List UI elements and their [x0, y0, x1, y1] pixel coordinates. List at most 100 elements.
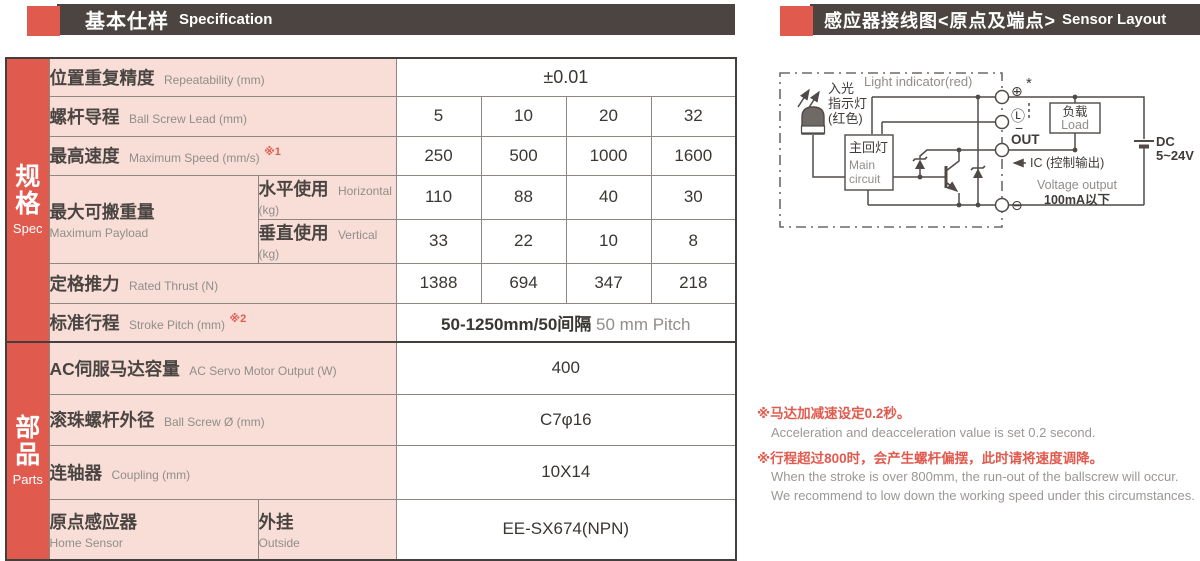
specification-header: 基本仕样 Specification: [27, 4, 735, 37]
stroke-value-en: 50 mm Pitch: [596, 314, 691, 334]
section-label-zh: 规格: [15, 163, 41, 218]
row-label-outside: 外挂 Outside: [257, 498, 397, 561]
accent-square-icon: [27, 6, 60, 36]
label-zh: 标准行程: [49, 312, 120, 333]
label-en: Vertical (kg): [258, 227, 378, 261]
value-thrust-4: 218: [650, 262, 737, 304]
section-label-zh: 部品: [15, 414, 41, 469]
internal-wires: [812, 96, 995, 206]
value-lead-3: 20: [565, 95, 652, 137]
specification-table: 规格 Spec 位置重复精度 Repeatability (mm) ±0.01 …: [5, 57, 738, 561]
value-horizontal-3: 40: [565, 174, 652, 220]
table-row: 滚珠螺杆外径 Ball Screw Ø (mm) C7φ16: [6, 393, 737, 446]
note-2-en-1: When the stroke is over 800mm, the run-o…: [771, 469, 1179, 485]
asterisk: *: [1026, 75, 1032, 92]
minus-symbol: −: [1015, 120, 1023, 136]
row-label-vertical: 垂直使用 Vertical (kg): [257, 218, 397, 264]
main-circuit-zh: 主回灯: [849, 140, 888, 155]
sensor-layout-title-en: Sensor Layout: [1062, 11, 1167, 28]
note-1-zh: ※马达加减速设定0.2秒。: [757, 406, 911, 421]
terminal-minus: [994, 197, 1010, 213]
terminal-out: [994, 142, 1010, 158]
table-row: 最高速度 Maximum Speed (mm/s) ※1 250 500 100…: [6, 135, 737, 176]
label-en: Coupling (mm): [111, 467, 191, 482]
label-zh: 垂直使用: [258, 222, 329, 243]
value-lead-2: 10: [480, 95, 567, 137]
external-wires: [1009, 96, 1145, 206]
terminal-plus: [994, 89, 1010, 105]
value-home-sensor: EE-SX674(NPN): [395, 498, 737, 561]
row-label-ball-screw-lead: 螺杆导程 Ball Screw Lead (mm): [48, 95, 397, 137]
value-horizontal-1: 110: [395, 174, 482, 220]
table-row: 垂直使用 Vertical (kg) 33 22 10 8: [6, 218, 737, 264]
value-horizontal-2: 88: [480, 174, 567, 220]
load-zh: 负载: [1062, 105, 1088, 119]
label-en: Rated Thrust (N): [128, 278, 219, 293]
label-en: Horizontal (kg): [258, 183, 392, 217]
note-ref-1: ※1: [264, 146, 281, 158]
row-label-motor-output: AC伺服马达容量 AC Servo Motor Output (W): [48, 341, 397, 395]
note-1-en: Acceleration and deacceleration value is…: [771, 424, 1096, 440]
section-label-spec: 规格 Spec: [5, 57, 50, 343]
accent-square-icon: [780, 6, 813, 36]
voltage-output-label: Voltage output: [1037, 178, 1117, 192]
dc-label: DC: [1156, 134, 1175, 149]
label-zh: 最大可搬重量: [49, 201, 155, 222]
plus-symbol: ⊕: [1011, 83, 1023, 99]
label-zh: 定格推力: [49, 273, 120, 294]
battery-icon: [1134, 140, 1154, 149]
table-row: 规格 Spec 位置重复精度 Repeatability (mm) ±0.01: [5, 57, 737, 343]
ic-label: IC (控制输出): [1030, 155, 1104, 170]
led-band: [800, 125, 826, 134]
label-zh: 最高速度: [49, 146, 120, 166]
terminals: [994, 89, 1010, 213]
sensor-wiring-diagram: 入光 指示灯 (红色) Light indicator(red) 主回灯 Mai…: [779, 72, 1194, 228]
value-vertical-1: 33: [395, 218, 482, 264]
value-vertical-2: 22: [480, 218, 567, 264]
value-repeatability: ±0.01: [395, 57, 737, 97]
row-label-repeatability: 位置重复精度 Repeatability (mm): [48, 57, 397, 97]
label-en: Stroke Pitch (mm): [128, 317, 225, 332]
table-row: 最大可搬重量 Maximum Payload 水平使用 Horizontal (…: [6, 174, 737, 264]
row-label-coupling: 连轴器 Coupling (mm): [48, 444, 397, 500]
value-screw: C7φ16: [395, 393, 737, 446]
label-zh: 原点感应器: [49, 511, 137, 532]
sensor-layout-header-bar: 感应器接线图<原点及端点> Sensor Layout: [810, 4, 1200, 35]
row-label-max-payload: 最大可搬重量 Maximum Payload: [48, 174, 259, 264]
label-zh: 水平使用: [258, 178, 329, 199]
note-ref-2: ※2: [229, 312, 247, 325]
label-en: Repeatability (mm): [163, 72, 265, 87]
label-en: Home Sensor: [49, 535, 123, 550]
section-label-en: Spec: [12, 221, 43, 236]
value-motor: 400: [395, 341, 737, 395]
label-en: Outside: [258, 535, 300, 550]
sensor-boundary-box: [779, 72, 1003, 228]
load-en: Load: [1061, 118, 1089, 132]
label-en: Maximum Speed (mm/s): [128, 151, 260, 165]
l-terminal-symbol: Ⓛ: [1011, 108, 1025, 124]
value-thrust-3: 347: [565, 262, 652, 304]
row-label-home-sensor: 原点感应器 Home Sensor: [48, 498, 259, 561]
light-arrow-icon: [807, 90, 820, 110]
row-label-rated-thrust: 定格推力 Rated Thrust (N): [48, 262, 397, 304]
row-label-max-speed: 最高速度 Maximum Speed (mm/s) ※1: [48, 135, 397, 176]
label-en: Ball Screw Lead (mm): [128, 111, 247, 126]
terminal-l: [994, 114, 1010, 130]
label-zh: 位置重复精度: [49, 67, 155, 88]
zener-diode-icon: [912, 156, 928, 169]
value-lead-4: 32: [650, 95, 737, 137]
section-label-en: Parts: [12, 472, 43, 487]
sensor-layout-title-zh: 感应器接线图<原点及端点>: [824, 10, 1057, 31]
row-label-horizontal: 水平使用 Horizontal (kg): [257, 174, 397, 220]
table-row: 部品 Parts AC伺服马达容量 AC Servo Motor Output …: [5, 341, 737, 561]
load-box: [1049, 102, 1101, 134]
main-circuit-box: [844, 134, 894, 191]
circled-minus-symbol: ⊖: [1011, 197, 1023, 213]
light-indicator-zh-2: 指示灯: [828, 96, 867, 111]
table-row: 原点感应器 Home Sensor 外挂 Outside EE-SX674(NP…: [6, 498, 737, 561]
current-limit-label: 100mA以下: [1044, 193, 1110, 207]
row-label-ball-screw-dia: 滚珠螺杆外径 Ball Screw Ø (mm): [48, 393, 397, 446]
label-en: AC Servo Motor Output (W): [189, 363, 337, 378]
specification-title-en: Specification: [179, 11, 273, 28]
